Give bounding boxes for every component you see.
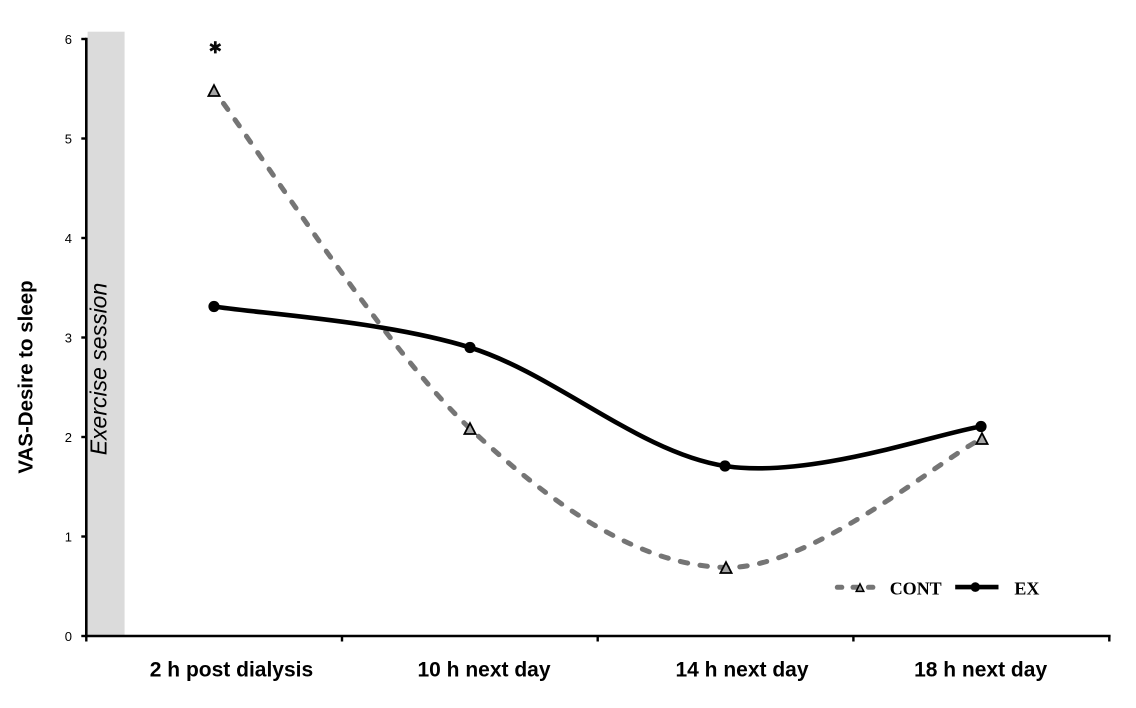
svg-text:CONT: CONT <box>890 578 942 598</box>
svg-text:14 h next day: 14 h next day <box>675 659 808 682</box>
svg-text:4: 4 <box>65 231 72 246</box>
svg-text:18 h next day: 18 h next day <box>914 659 1047 682</box>
svg-text:2: 2 <box>65 430 72 445</box>
svg-text:5: 5 <box>65 131 72 146</box>
svg-text:Exercise session: Exercise session <box>86 283 112 456</box>
svg-text:1: 1 <box>65 529 72 544</box>
svg-text:10 h next day: 10 h next day <box>417 659 550 682</box>
svg-text:3: 3 <box>65 330 72 345</box>
svg-text:6: 6 <box>65 32 72 47</box>
svg-text:2 h post dialysis: 2 h post dialysis <box>150 659 313 682</box>
svg-text:EX: EX <box>1014 578 1039 598</box>
svg-text:VAS-Desire to sleep: VAS-Desire to sleep <box>15 280 38 473</box>
svg-text:0: 0 <box>65 629 72 644</box>
